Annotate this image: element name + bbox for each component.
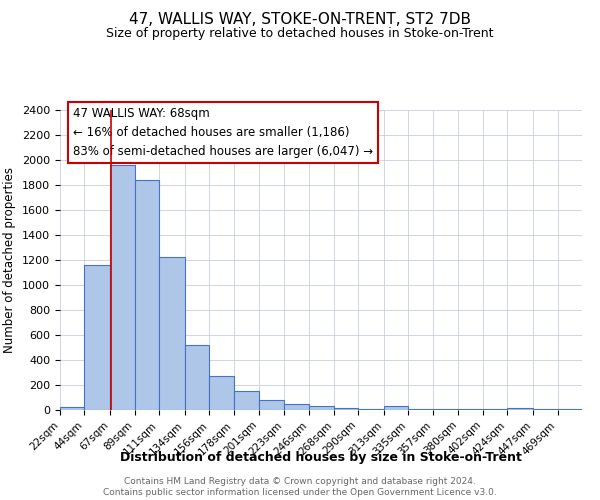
Text: Contains HM Land Registry data © Crown copyright and database right 2024.: Contains HM Land Registry data © Crown c… [124, 476, 476, 486]
Bar [233, 391, 259, 410]
Text: 47 WALLIS WAY: 68sqm
← 16% of detached houses are smaller (1,186)
83% of semi-de: 47 WALLIS WAY: 68sqm ← 16% of detached h… [73, 107, 373, 158]
Bar [384, 406, 409, 410]
Bar [310, 406, 334, 410]
Bar [110, 165, 134, 410]
Bar [134, 180, 159, 410]
Bar [60, 407, 85, 410]
Bar [334, 408, 358, 410]
Y-axis label: Number of detached properties: Number of detached properties [4, 167, 16, 353]
Bar [358, 409, 384, 410]
Bar [209, 376, 233, 410]
Text: 47, WALLIS WAY, STOKE-ON-TRENT, ST2 7DB: 47, WALLIS WAY, STOKE-ON-TRENT, ST2 7DB [129, 12, 471, 28]
Text: Contains public sector information licensed under the Open Government Licence v3: Contains public sector information licen… [103, 488, 497, 497]
Bar [284, 404, 310, 410]
Bar [185, 345, 209, 410]
Bar [159, 257, 185, 410]
Bar [508, 408, 533, 410]
Bar [259, 400, 284, 410]
Text: Distribution of detached houses by size in Stoke-on-Trent: Distribution of detached houses by size … [120, 451, 522, 464]
Text: Size of property relative to detached houses in Stoke-on-Trent: Size of property relative to detached ho… [106, 28, 494, 40]
Bar [85, 265, 110, 410]
